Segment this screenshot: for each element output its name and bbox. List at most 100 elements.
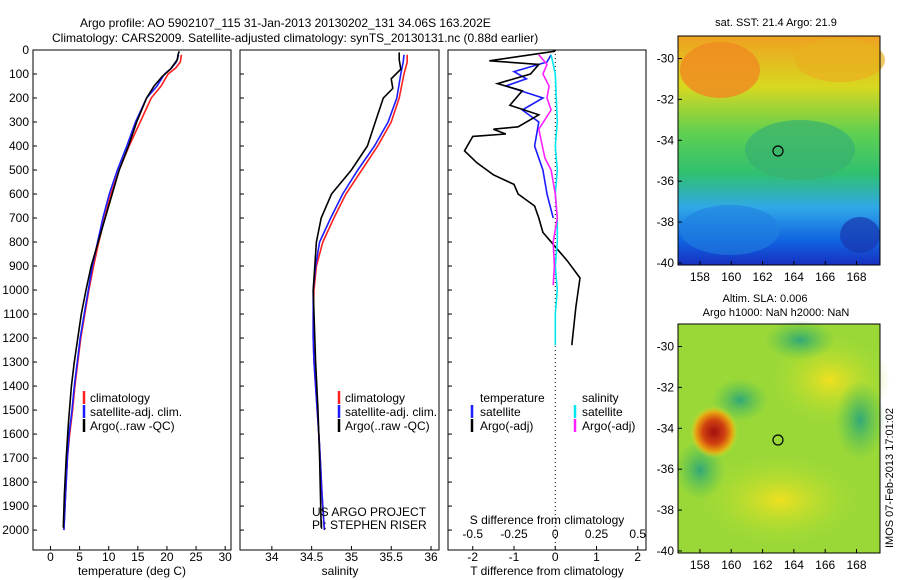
map-y-tick-label: -32: [657, 92, 675, 106]
depth-tick-label: 2000: [2, 523, 29, 537]
depth-tick-label: 800: [9, 235, 29, 249]
sst-map-ticks: 158 160 162 164 166 168 -30 -32 -34 -36 -38 -40: [657, 51, 867, 284]
temperature-legend: climatology satellite-adj. clim. Argo(..…: [82, 391, 182, 433]
project-credit: US ARGO PROJECT: [312, 505, 427, 519]
x-tick-label: 25: [189, 550, 203, 564]
series-line-climatology: [63, 54, 183, 531]
s-difference-axis-label: S difference from climatology: [470, 513, 625, 527]
map-x-tick-label: 160: [721, 558, 741, 572]
legend-label-s-argo: Argo(-adj): [582, 419, 635, 433]
map-y-tick-label: -38: [657, 215, 675, 229]
map-x-tick-label: 162: [753, 270, 773, 284]
sla-map: [675, 320, 890, 554]
figure-title-line2: Climatology: CARS2009. Satellite-adjuste…: [52, 31, 538, 45]
sst-cool-patch: [680, 205, 780, 255]
depth-tick-label: 1000: [2, 283, 29, 297]
x-tick-label: 34.5: [300, 550, 324, 564]
map-x-tick-label: 166: [815, 270, 835, 284]
x-tick-label: 0: [552, 550, 559, 564]
legend-label-climatology: climatology: [90, 391, 150, 405]
series-line-satellite: [503, 54, 554, 219]
x-tick-label: 35.5: [380, 550, 404, 564]
salinity-plot-frame: [239, 49, 440, 551]
legend-header-salinity: salinity: [582, 391, 619, 405]
legend-label-climatology: climatology: [345, 391, 405, 405]
s-diff-tick-label: 0.5: [629, 527, 646, 541]
depth-tick-label: 1300: [2, 355, 29, 369]
map-y-tick-label: -30: [657, 339, 675, 353]
depth-tick-label: 1700: [2, 451, 29, 465]
map-y-tick-label: -36: [657, 462, 675, 476]
x-tick-label: 0: [47, 550, 54, 564]
legend-label-argo: Argo(..raw -QC): [90, 419, 175, 433]
sst-cool-patch: [840, 217, 880, 253]
depth-tick-label: 1600: [2, 427, 29, 441]
depth-tick-label: 1900: [2, 499, 29, 513]
map-x-tick-label: 160: [721, 270, 741, 284]
depth-tick-label: 1200: [2, 331, 29, 345]
legend-label-t-satellite: satellite: [480, 405, 521, 419]
argo-float-marker: [772, 145, 784, 157]
x-tick-label: 2: [634, 550, 641, 564]
map-y-tick-label: -36: [657, 174, 675, 188]
depth-tick-label: 1400: [2, 379, 29, 393]
legend-header-temperature: temperature: [480, 391, 545, 405]
argo-float-marker: [772, 434, 784, 446]
map-y-tick-label: -34: [657, 133, 675, 147]
sst-map-frame: [677, 35, 881, 266]
difference-legend: temperature salinity satellite Argo(-adj…: [470, 391, 635, 433]
legend-label-s-satellite: satellite: [582, 405, 623, 419]
series-line-argo-raw-qc-: [62, 50, 180, 528]
x-tick-label: 36: [424, 550, 438, 564]
depth-tick-label: 200: [9, 91, 29, 105]
pi-credit: PI: STEPHEN RISER: [312, 518, 427, 532]
map-x-tick-label: 158: [690, 558, 710, 572]
depth-tick-label: 1800: [2, 475, 29, 489]
salinity-legend: climatology satellite-adj. clim. Argo(..…: [337, 391, 437, 433]
legend-label-argo: Argo(..raw -QC): [345, 419, 430, 433]
sst-map: [677, 35, 885, 266]
sla-cool-patch: [765, 320, 835, 360]
depth-tick-label: 400: [9, 139, 29, 153]
sla-map-title-line1: Altim. SLA: 0.006: [723, 293, 808, 305]
map-x-tick-label: 168: [846, 558, 866, 572]
x-tick-label: -2: [467, 550, 478, 564]
legend-label-t-argo: Argo(-adj): [480, 419, 533, 433]
axis-ticks: 0100200300400500600700800900100011001200…: [2, 43, 646, 564]
temperature-axis-label: temperature (deg C): [78, 564, 186, 578]
depth-tick-label: 600: [9, 187, 29, 201]
depth-tick-label: 1500: [2, 403, 29, 417]
imos-watermark: IMOS 07-Feb-2013 17:01:02: [884, 408, 896, 548]
sla-hot-anomaly: [690, 406, 738, 458]
sla-map-ticks: 158 160 162 164 166 168 -30 -32 -34 -36 -38 -40: [657, 339, 867, 572]
series-line-argo-adj-salinity: [537, 54, 559, 286]
profile-lines: [62, 50, 581, 550]
depth-tick-label: 900: [9, 259, 29, 273]
map-y-tick-label: -40: [657, 544, 675, 558]
depth-tick-label: 100: [9, 67, 29, 81]
x-tick-label: 34: [265, 550, 279, 564]
map-x-tick-label: 166: [815, 558, 835, 572]
x-tick-label: 20: [160, 550, 174, 564]
map-y-tick-label: -38: [657, 503, 675, 517]
depth-tick-label: 500: [9, 163, 29, 177]
x-tick-label: 5: [76, 550, 83, 564]
x-tick-label: -1: [509, 550, 520, 564]
map-y-tick-label: -30: [657, 51, 675, 65]
depth-tick-label: 300: [9, 115, 29, 129]
salinity-axis-label: salinity: [322, 564, 359, 578]
series-line-argo-adj-: [463, 50, 581, 346]
depth-tick-label: 0: [22, 43, 29, 57]
x-tick-label: 30: [218, 550, 232, 564]
t-difference-axis-label: T difference from climatology: [470, 564, 624, 578]
legend-label-satellite: satellite-adj. clim.: [345, 405, 437, 419]
figure-title-line1: Argo profile: AO 5902107_115 31-Jan-2013…: [80, 16, 491, 30]
sla-map-frame: [677, 323, 881, 554]
sst-map-title: sat. SST: 21.4 Argo: 21.9: [715, 17, 837, 29]
map-x-tick-label: 164: [784, 558, 804, 572]
x-tick-label: 15: [131, 550, 145, 564]
map-y-tick-label: -32: [657, 380, 675, 394]
map-y-tick-label: -40: [657, 256, 675, 270]
legend-label-satellite: satellite-adj. clim.: [90, 405, 182, 419]
